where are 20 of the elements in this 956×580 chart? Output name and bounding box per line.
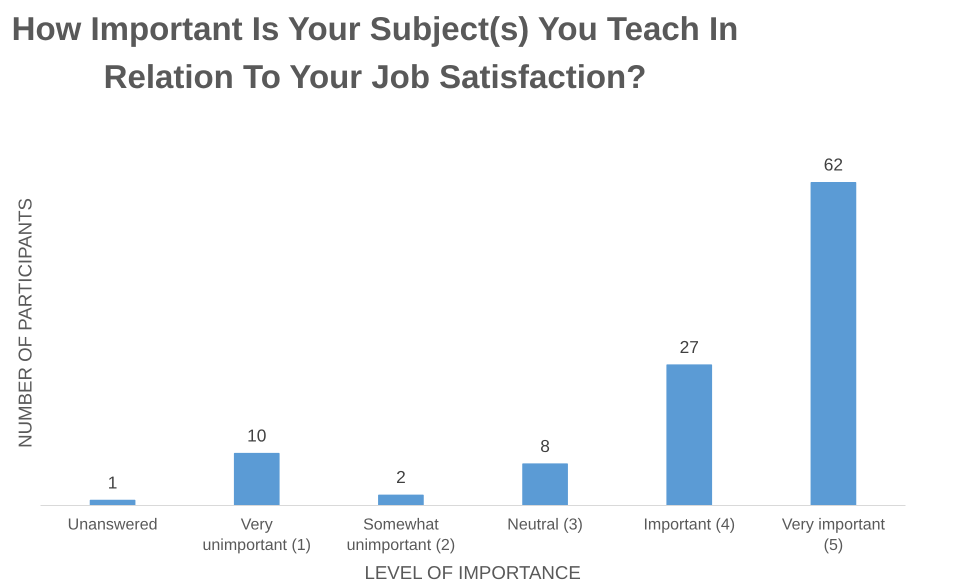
bar xyxy=(378,494,424,506)
x-tick-label: Somewhat unimportant (2) xyxy=(346,516,456,554)
x-tick-label: Unanswered xyxy=(68,516,158,534)
data-label: 1 xyxy=(108,472,118,492)
bar xyxy=(234,452,280,506)
bar xyxy=(522,463,568,506)
y-axis-title: NUMBER OF PARTICIPANTS xyxy=(14,198,36,448)
data-label: 10 xyxy=(247,425,266,446)
chart-title: How Important Is Your Subject(s) You Teach In Relation To Your Job Satisfaction? xyxy=(10,9,740,97)
data-label: 2 xyxy=(396,467,406,488)
data-label: 27 xyxy=(680,336,699,357)
x-tick-label: Important (4) xyxy=(643,516,736,534)
x-tick-label: Very important (5) xyxy=(782,516,886,554)
data-label: 62 xyxy=(824,154,844,174)
data-label: 8 xyxy=(540,436,550,456)
bar xyxy=(666,364,712,506)
x-tick-label: Very unimportant (1) xyxy=(202,516,312,554)
x-axis-title: LEVEL OF IMPORTANCE xyxy=(364,562,581,580)
bar xyxy=(810,182,856,506)
x-tick-label: Neutral (3) xyxy=(507,516,583,534)
